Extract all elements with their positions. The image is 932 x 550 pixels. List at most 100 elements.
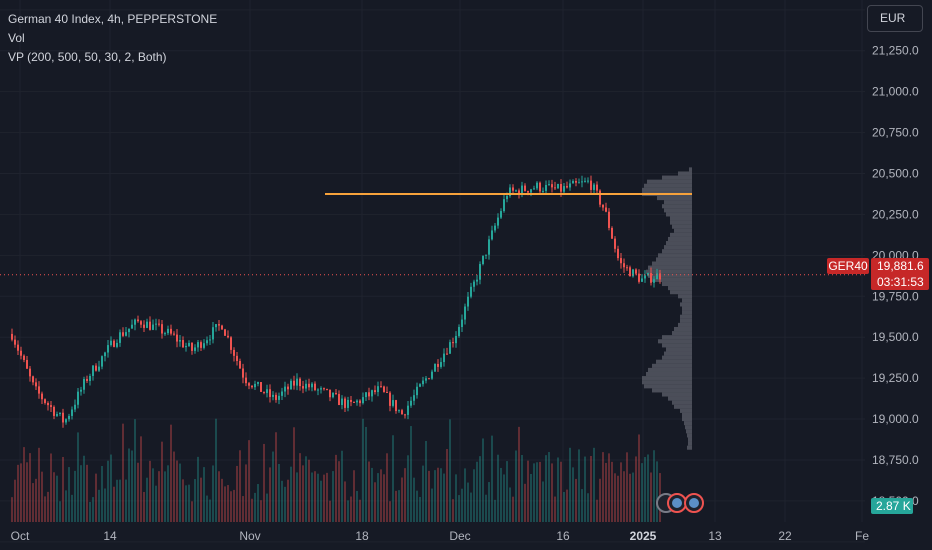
volume-bar <box>11 497 13 522</box>
candle-body <box>113 340 115 347</box>
volume-bar <box>14 479 16 522</box>
candle-body <box>533 188 535 190</box>
time-axis[interactable]: Oct 14 Nov 18 Dec 16 2025 13 22 Fe <box>11 529 870 543</box>
candle-body <box>284 386 286 392</box>
volume-bar <box>155 485 157 522</box>
volume-bar <box>95 473 97 522</box>
volume-profile-row <box>642 187 692 192</box>
candle-body <box>89 375 91 381</box>
volume-profile-row <box>666 241 692 246</box>
candle-body <box>227 335 229 338</box>
candle-body <box>410 400 412 406</box>
candle-body <box>434 363 436 372</box>
volume-profile-row <box>656 359 692 364</box>
x-tick-label: 18 <box>355 529 369 543</box>
volume-bar <box>479 456 481 522</box>
candle-body <box>179 340 181 342</box>
volume-bar <box>149 460 151 522</box>
volume-bar <box>29 453 31 522</box>
volume-bar <box>488 482 490 522</box>
volume-bar <box>443 473 445 522</box>
volume-bar <box>326 472 328 522</box>
candle-body <box>230 337 232 350</box>
candle-body <box>251 385 253 388</box>
candle-body <box>158 323 160 325</box>
volume-profile-row <box>647 179 692 184</box>
volume-bar <box>407 455 409 522</box>
candle-body <box>656 273 658 280</box>
candle-body <box>479 264 481 280</box>
candle-body <box>17 344 19 351</box>
symbol-title[interactable]: German 40 Index, 4h, PEPPERSTONE <box>8 12 218 26</box>
volume-profile-row <box>684 421 692 426</box>
volume-profile-row <box>662 281 692 287</box>
candle-body <box>311 383 313 388</box>
candle-body <box>620 258 622 264</box>
volume-bar <box>251 498 253 522</box>
volume-bar <box>305 456 307 522</box>
volume-profile-row <box>648 265 692 270</box>
candlestick-series <box>11 175 661 428</box>
candle-body <box>263 391 265 393</box>
volume-profile-row <box>662 343 692 348</box>
volume-bar <box>47 491 49 522</box>
volume-profile-row <box>656 257 692 262</box>
volume-bar <box>284 486 286 522</box>
price-axis[interactable]: 21,250.0 21,000.0 20,750.0 20,500.0 20,250.0… <box>872 44 919 508</box>
volume-bar <box>458 495 460 522</box>
candle-body <box>323 388 325 390</box>
volume-profile-row <box>666 212 692 217</box>
candle-body <box>134 319 136 325</box>
volume-bar <box>80 465 82 522</box>
volume-bar <box>263 443 265 522</box>
volume-bar <box>506 461 508 522</box>
volume-indicator-label[interactable]: Vol <box>8 31 25 45</box>
volume-profile-row <box>680 408 692 413</box>
candle-body <box>119 332 121 343</box>
volume-bar <box>548 452 550 522</box>
volume-bar <box>290 466 292 522</box>
candle-body <box>308 383 310 388</box>
event-markers[interactable] <box>656 493 704 513</box>
candle-body <box>383 386 385 392</box>
candle-body <box>149 321 151 330</box>
volume-profile-row <box>680 318 692 323</box>
volume-profile-indicator-label[interactable]: VP (200, 500, 50, 30, 2, Both) <box>8 50 167 64</box>
candle-body <box>299 378 301 387</box>
candle-body <box>452 342 454 344</box>
candle-body <box>254 383 256 388</box>
volume-bar <box>347 500 349 522</box>
volume-profile-row <box>652 363 692 368</box>
volume-profile-row <box>652 388 692 393</box>
volume-bar <box>257 484 259 522</box>
volume-bar <box>464 468 466 522</box>
symbol-tag-label: GER40 <box>828 259 868 273</box>
volume-bar <box>599 478 601 522</box>
volume-profile-row <box>674 326 692 332</box>
candle-body <box>326 388 328 390</box>
candle-body <box>488 239 490 255</box>
candle-body <box>68 415 70 420</box>
volume-bar <box>461 488 463 522</box>
candle-body <box>470 286 472 297</box>
volume-profile-row <box>672 224 692 229</box>
candle-body <box>38 386 40 394</box>
volume-bar <box>512 496 514 522</box>
candle-body <box>56 414 58 416</box>
volume-profile-row <box>670 290 692 295</box>
volume-bar <box>593 447 595 522</box>
candle-body <box>314 383 316 391</box>
volume-bar <box>650 472 652 522</box>
candle-body <box>47 402 49 406</box>
candle-body <box>527 190 529 193</box>
volume-bar <box>617 475 619 522</box>
volume-bar <box>521 454 523 522</box>
candle-body <box>386 391 388 393</box>
volume-profile-row <box>678 171 692 176</box>
currency-button[interactable]: EUR <box>867 5 923 32</box>
volume-profile-row <box>670 220 692 225</box>
candle-body <box>83 378 85 390</box>
candle-body <box>161 324 163 334</box>
x-tick-label: Dec <box>449 529 470 543</box>
